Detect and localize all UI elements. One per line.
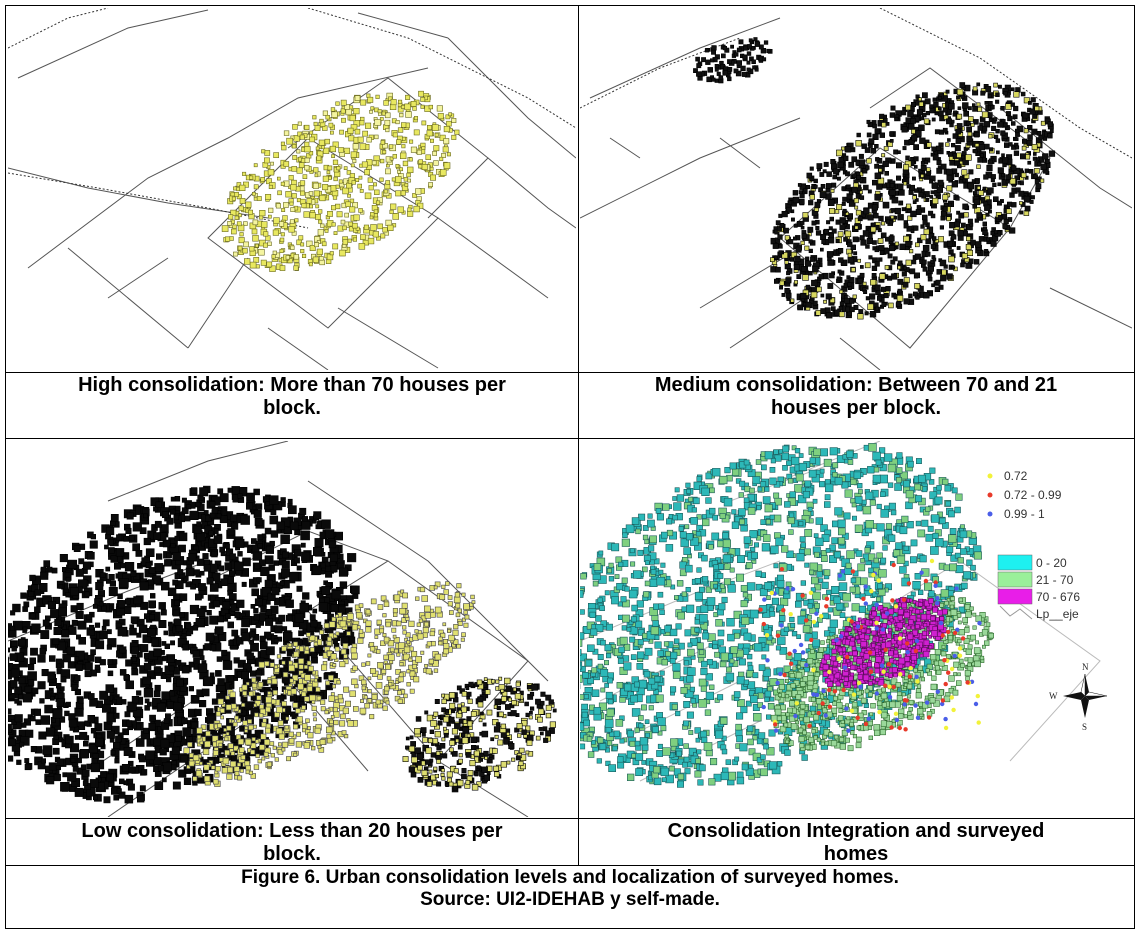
dots-high — [221, 90, 460, 272]
map4-svg: 0.72 0.72 - 0.99 0.99 - 1 0 - 20 21 - 70… — [580, 441, 1108, 788]
caption-medium-line2: houses per block. — [770, 397, 942, 419]
map1-svg — [8, 8, 576, 370]
figure-caption-line1: Figure 6. Urban consolidation levels and… — [241, 867, 899, 888]
legend: 0.72 0.72 - 0.99 0.99 - 1 0 - 20 21 - 70… — [987, 469, 1080, 621]
legend-point-label-3: 0.99 - 1 — [1004, 507, 1045, 521]
legend-point-swatch-1 — [987, 473, 993, 479]
caption-high-line2: block. — [263, 397, 321, 419]
legend-point-swatch-2 — [987, 492, 993, 498]
compass-n: N — [1082, 662, 1089, 672]
caption-low: Low consolidation: Less than 20 houses p… — [8, 820, 576, 866]
caption-integration-line2: homes — [823, 843, 889, 865]
figure-caption: Figure 6. Urban consolidation levels and… — [8, 867, 1132, 911]
dots-integration — [580, 443, 994, 788]
map-high-consolidation — [8, 8, 576, 370]
map-consolidation-integration: 0.72 0.72 - 0.99 0.99 - 1 0 - 20 21 - 70… — [580, 441, 1132, 817]
dots-medium — [693, 37, 1056, 320]
caption-medium: Medium consolidation: Between 70 and 21 … — [580, 374, 1132, 420]
caption-medium-line1: Medium consolidation: Between 70 and 21 — [654, 374, 1058, 396]
caption-low-line2: block. — [263, 843, 321, 865]
legend-line-swatch — [999, 605, 1033, 620]
divider-row1-top — [5, 372, 1135, 373]
caption-high-line1: High consolidation: More than 70 houses … — [78, 374, 506, 396]
compass-s: S — [1082, 722, 1087, 732]
divider-figure-caption — [5, 865, 1135, 866]
divider-vertical — [578, 5, 579, 865]
divider-row2 — [5, 438, 1135, 439]
legend-area-swatch-3 — [997, 588, 1033, 605]
legend-area-label-1: 0 - 20 — [1036, 556, 1067, 570]
legend-area-label-3: 70 - 676 — [1036, 590, 1080, 604]
map3-svg — [8, 441, 557, 817]
legend-point-label-1: 0.72 — [1004, 469, 1028, 483]
legend-point-swatch-3 — [987, 511, 993, 517]
legend-point-label-2: 0.72 - 0.99 — [1004, 488, 1062, 502]
legend-area-label-2: 21 - 70 — [1036, 573, 1074, 587]
caption-high: High consolidation: More than 70 houses … — [8, 374, 576, 420]
legend-line-label: Lp__eje — [1036, 607, 1079, 621]
compass-w: W — [1049, 691, 1058, 701]
caption-integration-line1: Consolidation Integration and surveyed — [667, 820, 1045, 842]
legend-area-swatch-2 — [997, 571, 1033, 588]
compass-rose-icon: N S W — [1049, 662, 1108, 732]
dots-low — [8, 485, 557, 804]
legend-area-swatch-1 — [997, 554, 1033, 571]
figure-frame — [5, 5, 1135, 929]
map-low-consolidation — [8, 441, 576, 817]
caption-integration: Consolidation Integration and surveyed h… — [580, 820, 1132, 866]
figure-caption-line2: Source: UI2-IDEHAB y self-made. — [420, 889, 720, 910]
map-medium-consolidation — [580, 8, 1132, 370]
caption-low-line1: Low consolidation: Less than 20 houses p… — [81, 820, 503, 842]
map2-svg — [580, 8, 1132, 370]
divider-row2-bottom — [5, 818, 1135, 819]
